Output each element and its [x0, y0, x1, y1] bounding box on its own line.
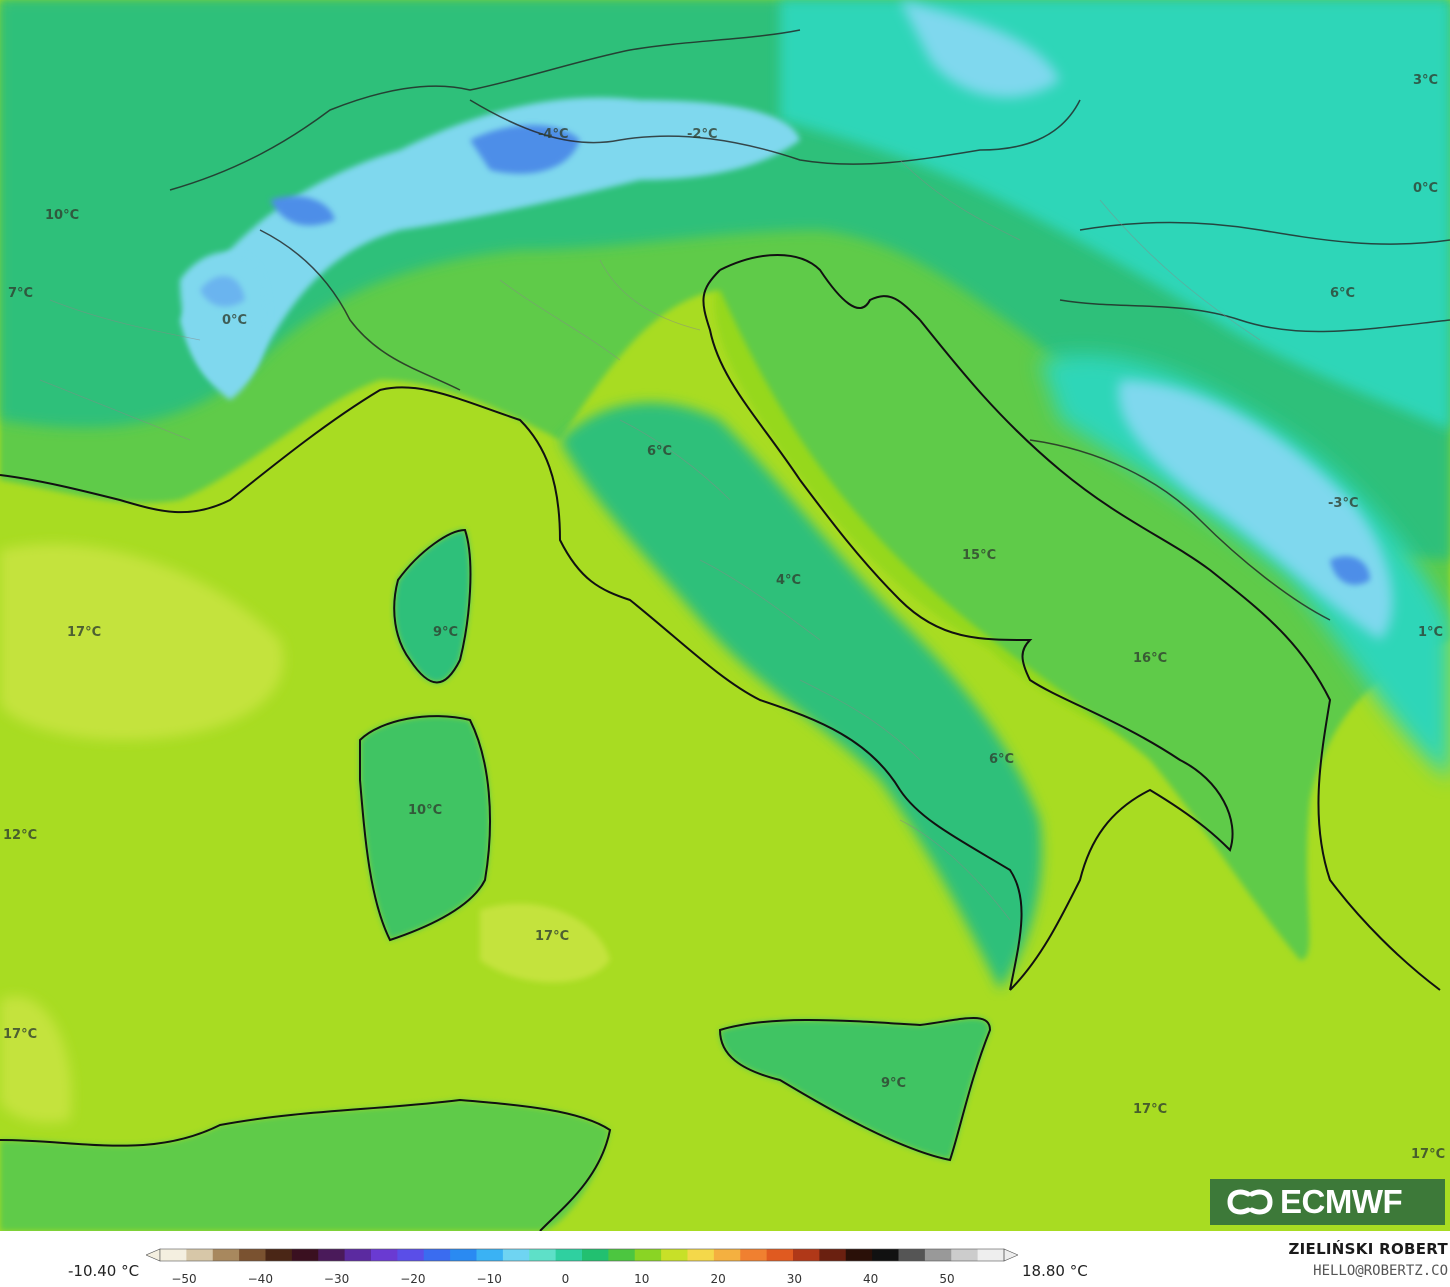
legend-tick-label: 0 [562, 1272, 570, 1286]
temp-label-corsica-9: 9°C [433, 625, 458, 640]
temp-label-tyrrhenian-17: 17°C [535, 929, 569, 944]
temp-label-sardinia-10: 10°C [408, 803, 442, 818]
north-africa [0, 1100, 610, 1231]
region-borders [39, 159, 1261, 921]
temp-label-northeast-3: 3°C [1413, 73, 1438, 88]
temp-label-france-10: 10°C [45, 208, 79, 223]
ecmwf-logo-box [1210, 1179, 1445, 1225]
legend-color-swatch [555, 1249, 583, 1261]
legend-color-swatch [502, 1249, 530, 1261]
legend-min-value: -10.40 °C [68, 1262, 140, 1280]
temp-label-east-6: 6°C [1330, 286, 1355, 301]
legend-color-swatch [634, 1249, 662, 1261]
sea-warm-patch-west [0, 544, 284, 740]
legend-tick-label: −50 [171, 1272, 196, 1286]
legend-color-swatch [845, 1249, 873, 1261]
temp-label-ionian-17: 17°C [1133, 1102, 1167, 1117]
legend-color-swatch [476, 1249, 504, 1261]
temp-label-adriatic-15: 15°C [962, 548, 996, 563]
legend-color-swatch [265, 1249, 293, 1261]
temperature-map: -4°C -2°C 3°C 0°C 10°C 7°C 0°C 6°C 6°C 1… [0, 0, 1450, 1231]
temp-label-east-1: 1°C [1418, 625, 1443, 640]
legend-color-swatch [872, 1249, 899, 1261]
legend-color-swatch [239, 1249, 266, 1261]
legend-color-swatch [318, 1249, 346, 1261]
legend-tick-label: 10 [634, 1272, 649, 1286]
alps-freezing-2 [270, 196, 335, 226]
author-name: ZIELIŃSKI ROBERT [1288, 1240, 1448, 1258]
legend-color-swatch [740, 1249, 768, 1261]
temp-label-apennines-4: 4°C [776, 573, 801, 588]
legend-color-swatch [661, 1249, 688, 1261]
sea-warm-patch-central [480, 903, 610, 983]
temperature-labels: -4°C -2°C 3°C 0°C 10°C 7°C 0°C 6°C 6°C 1… [3, 73, 1445, 1162]
sardinia [360, 716, 490, 940]
temp-label-far-east-17: 17°C [1411, 1147, 1445, 1162]
legend-color-swatch [186, 1249, 214, 1261]
author-contact: HELLO@ROBERTZ.CO [1313, 1263, 1448, 1279]
balkan-freezing [1118, 380, 1393, 640]
legend-color-swatch [793, 1249, 820, 1261]
legend-max-value: 18.80 °C [1022, 1262, 1088, 1280]
legend-tick-label: 50 [939, 1272, 954, 1286]
legend-color-swatch [977, 1249, 1005, 1261]
legend-tick-label: −30 [324, 1272, 349, 1286]
legend-tick-label: −10 [477, 1272, 502, 1286]
temp-label-west-7: 7°C [8, 286, 33, 301]
legend-color-swatch [951, 1249, 979, 1261]
temp-label-alps-0: 0°C [222, 313, 247, 328]
legend-color-swatch [371, 1249, 398, 1261]
sea-warm-patch-southwest [0, 996, 72, 1123]
temp-label-tuscany-6: 6°C [647, 444, 672, 459]
legend-color-swatch [450, 1249, 477, 1261]
legend-tick-label: −40 [248, 1272, 273, 1286]
legend-color-swatch [423, 1249, 451, 1261]
legend-color-swatch [344, 1249, 372, 1261]
legend-tick-label: 20 [710, 1272, 725, 1286]
legend-color-swatch [819, 1249, 847, 1261]
legend-color-bar: −50 −40 −30 −20 −10 0 10 20 30 40 50 [146, 1248, 1018, 1286]
temp-label-east-0: 0°C [1413, 181, 1438, 196]
legend-color-swatch [713, 1249, 741, 1261]
legend-color-swatch [608, 1249, 636, 1261]
temp-label-south-6: 6°C [989, 752, 1014, 767]
legend-color-swatch [582, 1249, 609, 1261]
land-cold-east [780, 0, 1450, 430]
balkan-coldest [1330, 556, 1370, 585]
legend-color-swatch [212, 1249, 240, 1261]
land-cold-balkans [1040, 354, 1450, 780]
temp-label-sicily-9: 9°C [881, 1076, 906, 1091]
corsica [394, 530, 471, 683]
legend-color-swatch [160, 1249, 187, 1261]
legend-color-swatch [397, 1249, 425, 1261]
apennines-cool [560, 402, 1042, 991]
temp-label-balkans-minus3: -3°C [1328, 496, 1358, 511]
legend-color-swatch [766, 1249, 794, 1261]
temp-label-alps-4: -4°C [538, 127, 568, 142]
temp-label-west-12: 12°C [3, 828, 37, 843]
legend-arrow-left [146, 1248, 161, 1262]
temp-label-alps-2: -2°C [687, 127, 717, 142]
northeast-cold [900, 0, 1060, 98]
legend-bar-outline [159, 1248, 1005, 1262]
temp-label-westsea-17: 17°C [67, 625, 101, 640]
legend-color-swatch [924, 1249, 952, 1261]
alps-freezing-3 [200, 276, 245, 307]
legend-tick-label: 30 [787, 1272, 802, 1286]
sicily [720, 1018, 990, 1160]
temp-label-southwest-17: 17°C [3, 1027, 37, 1042]
legend-tick-label: 40 [863, 1272, 878, 1286]
legend-color-swatch [898, 1249, 926, 1261]
legend-tick-label: −20 [400, 1272, 425, 1286]
ecmwf-logo-text: ECMWF [1280, 1183, 1403, 1220]
legend-color-swatch [687, 1249, 715, 1261]
temp-label-adriatic-16: 16°C [1133, 651, 1167, 666]
ecmwf-logo-icon [1227, 1189, 1273, 1215]
alps-cold [180, 97, 800, 387]
coastlines [0, 254, 1441, 1231]
legend-color-swatch [291, 1249, 319, 1261]
country-borders [169, 29, 1450, 621]
legend-arrow-right [1003, 1248, 1018, 1262]
legend-color-swatch [529, 1249, 557, 1261]
